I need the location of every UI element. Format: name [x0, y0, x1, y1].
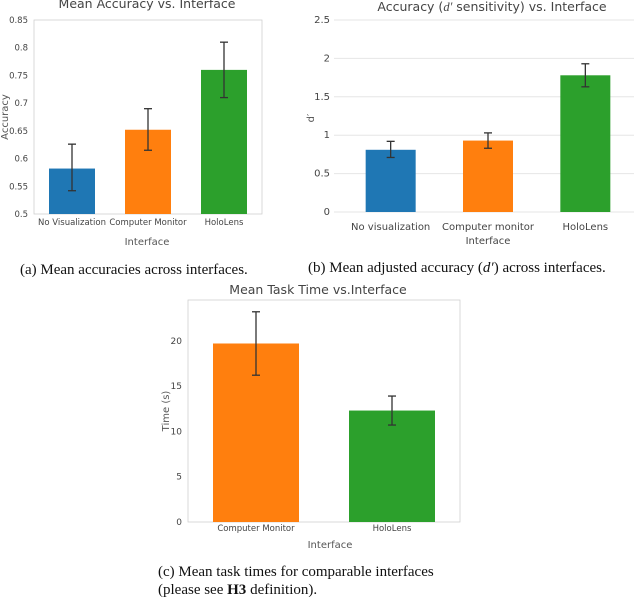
caption-b: (b) Mean adjusted accuracy (d′) across i… [308, 258, 606, 278]
caption-c-line1: (c) Mean task times for comparable inter… [158, 564, 434, 580]
y-tick-label: 5 [176, 473, 182, 483]
y-tick-label: 0 [324, 207, 330, 218]
bar [463, 140, 513, 212]
y-tick-label: 0.5 [14, 210, 28, 220]
y-tick-label: 20 [171, 337, 183, 347]
y-tick-label: 15 [171, 382, 182, 392]
y-tick-label: 0.7 [14, 99, 28, 109]
caption-c-line2-bold: H3 [227, 582, 247, 598]
y-tick-label: 2.5 [314, 15, 330, 26]
panel-c-x-ticks: Computer Monitor HoloLens [217, 524, 412, 534]
panel-b-title-prefix: Accuracy ( [377, 0, 443, 14]
panel-b-y-label: d′ [306, 113, 317, 122]
caption-a: (a) Mean accuracies across interfaces. [20, 262, 248, 278]
bar [349, 410, 435, 522]
y-tick-label: 1 [324, 130, 330, 141]
x-tick-label: Computer Monitor [217, 524, 295, 534]
y-tick-label: 0.8 [14, 44, 28, 54]
panel-c-title: Mean Task Time vs.Interface [229, 282, 407, 297]
panel-c-x-label: Interface [308, 540, 353, 551]
y-tick-label: 1.5 [314, 92, 330, 103]
caption-c-line2-prefix: (please see [158, 582, 228, 598]
x-tick-label: No Visualization [38, 218, 106, 228]
panel-b-title-suffix: sensitivity) vs. Interface [452, 0, 607, 14]
y-tick-label: 0.55 [9, 182, 28, 192]
y-tick-label: 10 [171, 427, 183, 437]
x-tick-label: HoloLens [373, 524, 412, 534]
y-tick-label: 0.65 [9, 127, 28, 137]
panel-a-y-label: Accuracy [0, 94, 11, 140]
caption-b-suffix: ) across interfaces. [493, 260, 606, 276]
panel-c-y-label: Time (s) [161, 391, 172, 433]
panel-a: Mean Accuracy vs. Interface 0.50.550.60.… [0, 0, 263, 248]
bar [560, 75, 611, 213]
panel-a-title: Mean Accuracy vs. Interface [59, 0, 236, 11]
y-tick-label: 2 [324, 53, 330, 64]
panel-b: Accuracy (d′ sensitivity) vs. Interface … [306, 0, 634, 247]
y-tick-label: 0.85 [9, 16, 28, 26]
panel-b-bars [365, 63, 611, 213]
y-tick-label: 0.5 [314, 169, 330, 180]
y-tick-label: 0 [176, 518, 182, 528]
caption-c-line2-suffix: definition). [246, 582, 318, 598]
y-tick-label: 0.6 [14, 155, 28, 165]
panel-a-bars [49, 41, 247, 214]
x-tick-label: No visualization [351, 222, 430, 233]
caption-b-prefix: (b) Mean adjusted accuracy ( [308, 260, 483, 276]
panel-c: Mean Task Time vs.Interface 0 5 10 15 20 Com… [161, 282, 461, 551]
panel-b-title-italic: d′ [443, 0, 452, 14]
panel-a-x-label: Interface [125, 237, 170, 248]
caption-c-line2: (please see H3 definition). [158, 580, 317, 600]
bar [365, 149, 416, 212]
x-tick-label: Computer monitor [442, 222, 535, 233]
panel-c-bars [213, 311, 435, 522]
caption-b-italic: d′ [482, 260, 494, 276]
panel-b-x-ticks: No visualization Computer monitor Interfac… [351, 222, 608, 247]
y-tick-label: 0.75 [9, 71, 28, 81]
panel-b-title: Accuracy (d′ sensitivity) vs. Interface [377, 0, 607, 14]
x-tick-label: HoloLens [563, 222, 609, 233]
panel-a-x-ticks: No Visualization Computer Monitor HoloLens [38, 218, 244, 228]
x-axis-label: Interface [466, 236, 511, 247]
x-tick-label: HoloLens [205, 218, 244, 228]
x-tick-label: Computer Monitor [109, 218, 187, 228]
panel-a-y-ticks: 0.5 0.55 0.6 0.65 0.7 0.75 0.8 0.85 [9, 16, 28, 220]
panel-c-y-ticks: 0 5 10 15 20 [171, 337, 183, 528]
